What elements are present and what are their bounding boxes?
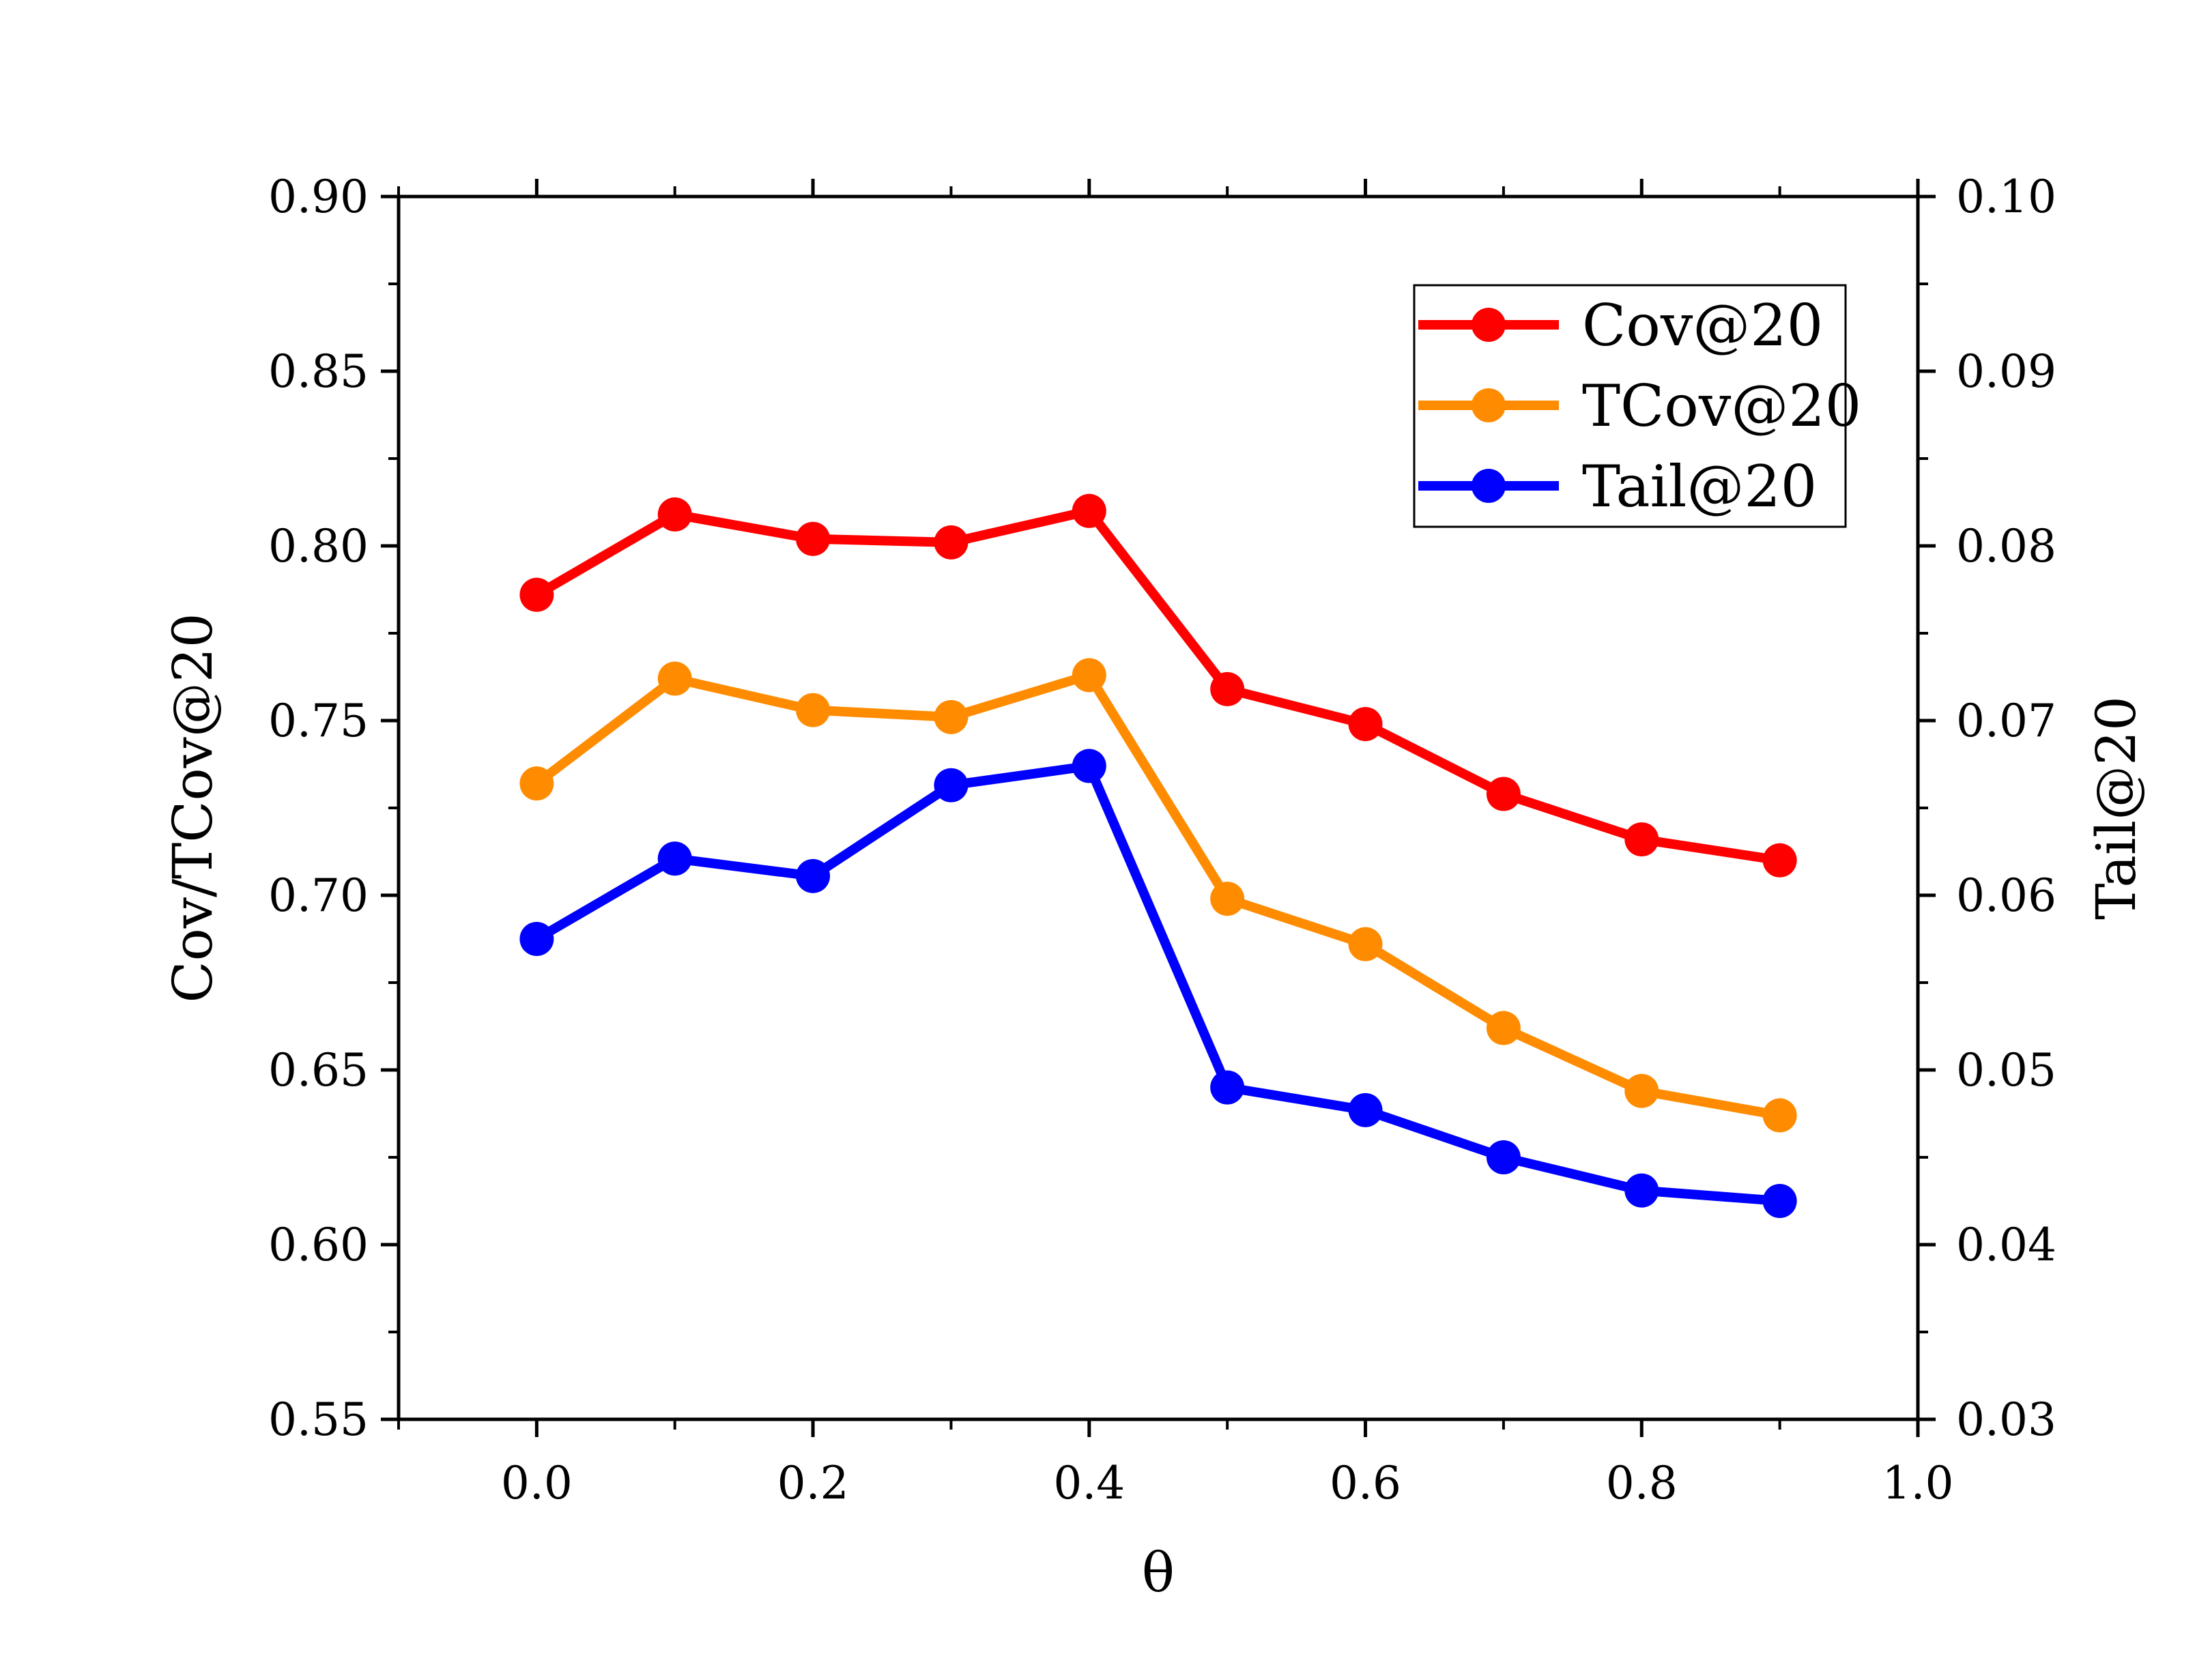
cov-20-point [1762, 843, 1797, 878]
cov-20-line [534, 506, 1781, 865]
tail-20-point [934, 768, 969, 802]
x-tick-label: 0.4 [1053, 1457, 1125, 1509]
cov-20-point [519, 577, 554, 612]
cov-20-point [1210, 671, 1245, 706]
y-left-tick-label: 0.70 [268, 869, 369, 922]
tail-20-point [1210, 1070, 1245, 1105]
cov-20-point [1072, 493, 1106, 528]
x-axis-title: θ [1142, 1541, 1175, 1604]
tcov-20-point [1624, 1073, 1659, 1108]
x-tick-label: 1.0 [1882, 1457, 1954, 1509]
legend-cov-20-swatch-marker [1472, 308, 1506, 342]
y-right-tick-label: 0.09 [1956, 345, 2056, 398]
y-left-tick-label: 0.55 [268, 1393, 369, 1446]
y-right-tick-label: 0.07 [1956, 695, 2056, 747]
y-right-tick-label: 0.04 [1956, 1219, 2056, 1271]
axis-ticks: 0.0 0.2 0.4 0.6 0.8 1.0 0.55 0.60 0.65 0.70 0.75 0.… [268, 171, 2056, 1509]
y-left-tick-label: 0.65 [268, 1044, 369, 1097]
y-right-tick-label: 0.05 [1956, 1044, 2056, 1097]
legend-cov-20-label: Cov@20 [1582, 292, 1823, 359]
y-left-tick-label: 0.60 [268, 1219, 369, 1271]
cov-20-point [1624, 822, 1659, 857]
x-tick-label: 0.6 [1330, 1457, 1401, 1509]
y-right-tick-label: 0.10 [1956, 171, 2056, 223]
tail-20-point [796, 858, 831, 893]
tcov-20-point [1762, 1098, 1797, 1133]
cov-20-point [1486, 777, 1521, 811]
x-tick-label: 0.2 [777, 1457, 849, 1509]
tail-20-point [657, 841, 692, 876]
y-left-tick-label: 0.75 [268, 695, 369, 747]
cov-20-point [934, 525, 969, 560]
y-axis-right-title: Tail@20 [2084, 696, 2148, 920]
tcov-20-point [796, 693, 831, 727]
tcov-20-point [519, 766, 554, 801]
cov-20-point [1348, 707, 1383, 742]
y-right-tick-label: 0.03 [1956, 1393, 2056, 1446]
tcov-20-point [1486, 1011, 1521, 1045]
legend-tail-20-label: Tail@20 [1582, 453, 1817, 520]
tail-20-point [519, 922, 554, 956]
y-left-tick-label: 0.90 [268, 171, 369, 223]
tail-20-point [1762, 1184, 1797, 1218]
tcov-20-point [934, 699, 969, 734]
legend-tcov-20-swatch-marker [1472, 388, 1506, 422]
x-tick-label: 0.0 [501, 1457, 573, 1509]
legend: Cov@20 TCov@20 Tail@20 [1413, 284, 1861, 528]
tcov-20-point [1348, 927, 1383, 961]
tcov-20-point [1210, 882, 1245, 916]
legend-tail-20-swatch-marker [1472, 469, 1506, 503]
tail-20-point [1486, 1140, 1521, 1174]
y-left-tick-label: 0.80 [268, 520, 369, 573]
y-right-tick-label: 0.08 [1956, 520, 2056, 573]
tail-20-point [1348, 1092, 1383, 1127]
x-tick-label: 0.8 [1606, 1457, 1678, 1509]
tail-20-point [1624, 1173, 1659, 1208]
tail-20-line [534, 761, 1781, 1206]
legend-tcov-20-label: TCov@20 [1582, 373, 1861, 439]
y-right-tick-label: 0.06 [1956, 869, 2056, 922]
tcov-20-point [1072, 658, 1106, 693]
series-layer [519, 493, 1797, 1218]
tcov-20-point [657, 661, 692, 696]
tail-20-point [1072, 749, 1106, 783]
y-left-tick-label: 0.85 [268, 345, 369, 398]
cov-20-point [657, 497, 692, 532]
y-axis-left-title: Cov/TCov@20 [161, 613, 225, 1002]
tcov-20-line [534, 670, 1781, 1120]
cov-20-point [796, 521, 831, 556]
